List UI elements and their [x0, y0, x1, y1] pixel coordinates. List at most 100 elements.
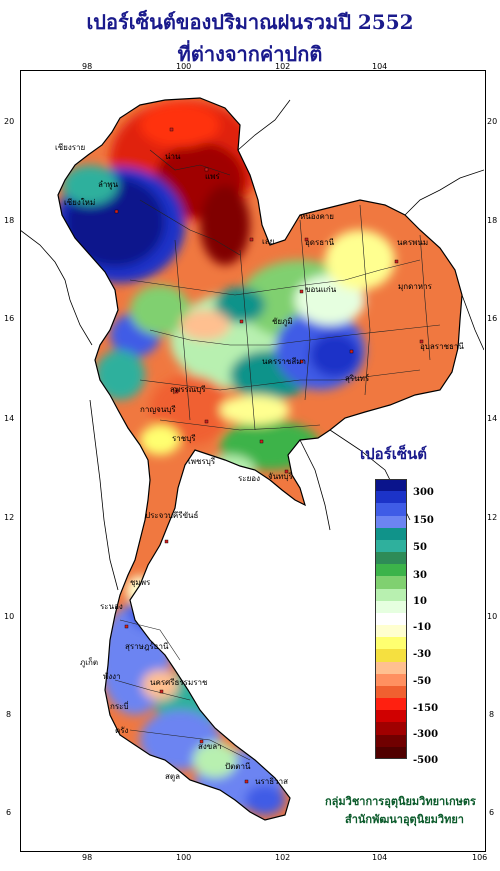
- right-tick-18: 18: [487, 216, 498, 225]
- legend-swatch: [375, 710, 407, 723]
- legend-swatch: [375, 625, 407, 638]
- credit-line1: กลุ่มวิชาการอุตุนิยมวิทยาเกษตร: [325, 795, 476, 808]
- city-label: สงขลา: [198, 742, 222, 751]
- bottom-tick-102: 102: [275, 853, 291, 862]
- legend-label: -30: [413, 649, 432, 660]
- city-label: สุรินทร์: [345, 374, 370, 383]
- legend-label: 10: [413, 596, 427, 607]
- city-label: ลำพูน: [98, 180, 119, 189]
- city-label: เชียงใหม่: [64, 198, 96, 207]
- city-label: สุราษฎร์ธานี: [125, 642, 169, 651]
- credit-line2: สำนักพัฒนาอุตุนิยมวิทยา: [345, 813, 464, 826]
- legend-swatch: [375, 576, 407, 589]
- bottom-tick-106: 106: [472, 853, 488, 862]
- city-label: น่าน: [165, 152, 181, 161]
- city-label: ภูเก็ต: [80, 658, 99, 667]
- legend-swatch: [375, 637, 407, 650]
- legend-swatch: [375, 503, 407, 516]
- legend-swatch: [375, 479, 407, 492]
- legend-label: -10: [413, 622, 432, 633]
- city-label: ระยอง: [238, 474, 260, 483]
- legend-swatch: [375, 722, 407, 735]
- map-title-line2: ที่ต่างจากค่าปกติ: [177, 42, 323, 66]
- city-label: ราชบุรี: [172, 434, 196, 443]
- legend-swatch: [375, 564, 407, 577]
- legend-swatch: [375, 746, 407, 759]
- city-label: ตรัง: [115, 726, 129, 735]
- bottom-tick-104: 104: [372, 853, 388, 862]
- legend-swatch: [375, 685, 407, 699]
- bottom-tick-100: 100: [176, 853, 192, 862]
- city-label: นครราชสีมา: [262, 357, 306, 366]
- top-tick-102: 102: [275, 62, 291, 71]
- city-label: กาญจนบุรี: [140, 405, 176, 414]
- legend-swatch: [375, 698, 407, 711]
- city-label: นครศรีธรรมราช: [150, 678, 208, 687]
- city-label: อุบลราชธานี: [420, 342, 464, 351]
- left-tick-14: 14: [4, 414, 15, 423]
- city-label: จันทบุรี: [268, 472, 293, 481]
- city-label: มุกดาหาร: [398, 282, 432, 291]
- left-tick-8: 8: [6, 710, 12, 719]
- city-label: ปัตตานี: [225, 762, 251, 771]
- map-title-line1: เปอร์เซ็นต์ของปริมาณฝนรวมปี 2552: [86, 10, 414, 34]
- legend-swatch: [375, 491, 407, 504]
- left-tick-12: 12: [4, 513, 15, 522]
- right-tick-8: 8: [489, 710, 495, 719]
- legend-swatch: [375, 515, 407, 528]
- legend-swatch: [375, 600, 407, 613]
- city-label: พังงา: [103, 672, 121, 681]
- city-label: เลย: [262, 237, 275, 246]
- city-label: หนองคาย: [300, 212, 334, 221]
- left-tick-10: 10: [4, 612, 15, 621]
- legend-swatch: [375, 588, 407, 601]
- city-label: นครพนม: [397, 238, 429, 247]
- legend-swatch: [375, 734, 407, 747]
- legend-swatch: [375, 661, 407, 674]
- legend-label: -50: [413, 676, 432, 687]
- city-label: ขอนแก่น: [305, 285, 337, 294]
- left-tick-6: 6: [6, 808, 12, 817]
- legend-swatch: [375, 649, 407, 662]
- legend-label: 50: [413, 542, 427, 553]
- city-label: ประจวบคีรีขันธ์: [145, 511, 199, 520]
- legend-swatch: [375, 612, 407, 626]
- city-label: เชียงราย: [55, 143, 86, 152]
- legend-label: 30: [413, 570, 427, 581]
- city-label: กระบี่: [110, 702, 129, 711]
- legend-swatch: [375, 673, 407, 686]
- legend-title: เปอร์เซ็นต์: [360, 445, 428, 463]
- right-tick-10: 10: [487, 612, 498, 621]
- legend-label: -300: [413, 729, 439, 740]
- left-tick-18: 18: [4, 216, 15, 225]
- legend-label: -150: [413, 703, 439, 714]
- right-tick-20: 20: [487, 117, 498, 126]
- top-tick-100: 100: [176, 62, 192, 71]
- right-tick-16: 16: [487, 314, 498, 323]
- top-tick-104: 104: [372, 62, 388, 71]
- legend-label: 150: [413, 515, 434, 526]
- city-label: สุพรรณบุรี: [170, 385, 206, 394]
- city-label: สตูล: [165, 772, 180, 781]
- top-tick-98: 98: [82, 62, 93, 71]
- city-label: นราธิวาส: [255, 777, 289, 786]
- left-tick-16: 16: [4, 314, 15, 323]
- bottom-tick-98: 98: [82, 853, 93, 862]
- legend-label: -500: [413, 755, 439, 766]
- city-label: ระนอง: [100, 602, 123, 611]
- right-tick-12: 12: [487, 513, 498, 522]
- right-tick-6: 6: [489, 808, 495, 817]
- right-tick-14: 14: [487, 414, 498, 423]
- legend-swatch: [375, 539, 407, 553]
- legend-label: 300: [413, 487, 434, 498]
- left-tick-20: 20: [4, 117, 15, 126]
- city-label: อุดรธานี: [305, 238, 335, 247]
- city-label: ชัยภูมิ: [272, 317, 293, 326]
- city-label: ชุมพร: [130, 578, 151, 587]
- legend-color-bar: [375, 479, 407, 759]
- legend-swatch: [375, 552, 407, 565]
- legend-swatch: [375, 527, 407, 540]
- city-label: แพร่: [205, 172, 220, 181]
- thailand-rainfall-map: [20, 97, 484, 821]
- city-label: เพชรบุรี: [188, 457, 216, 466]
